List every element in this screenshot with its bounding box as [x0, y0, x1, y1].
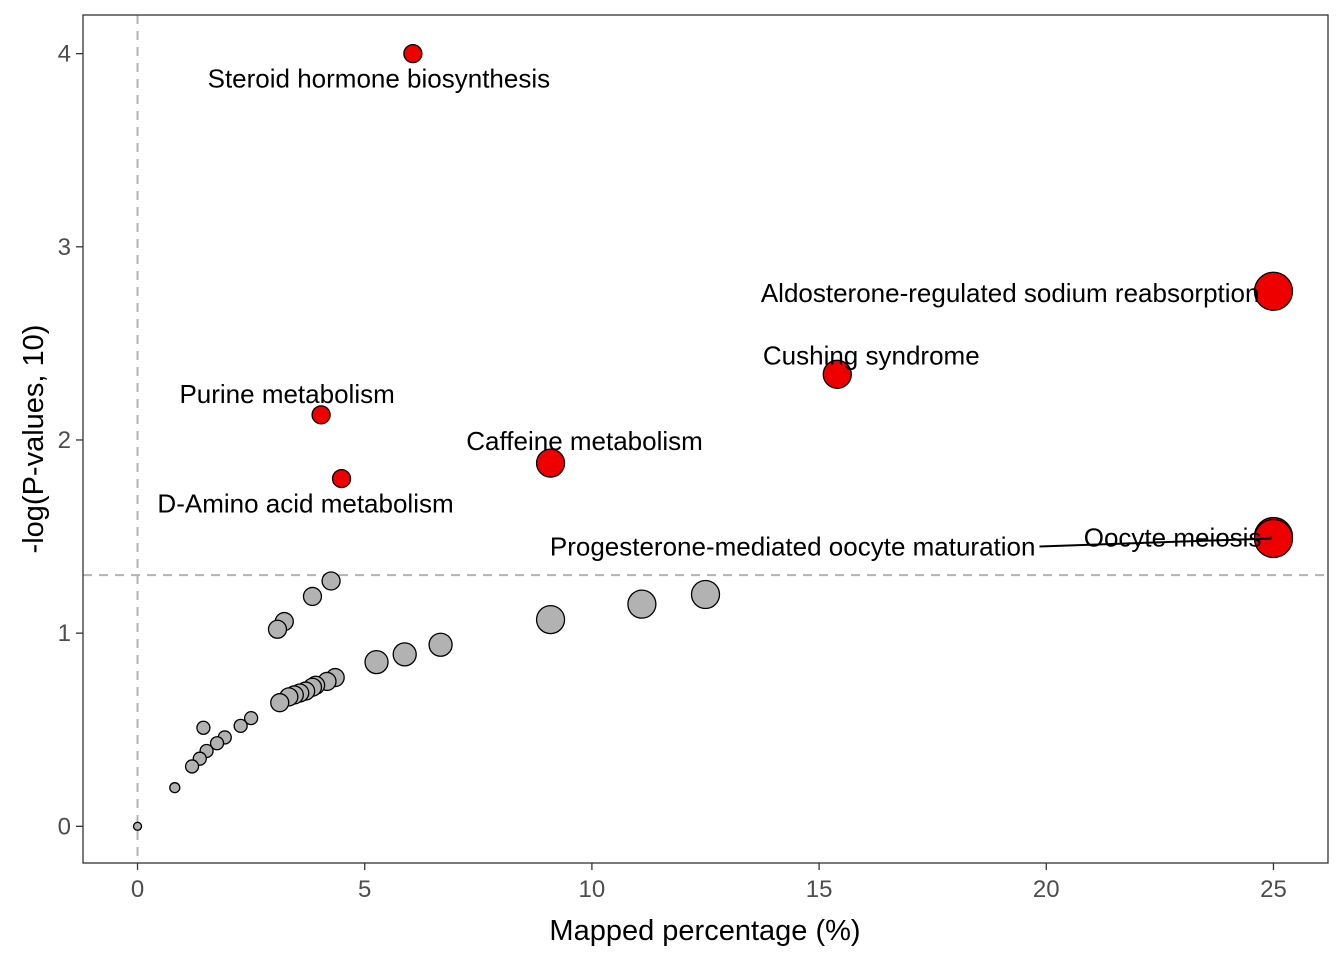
significant-point — [535, 448, 566, 478]
point-labels: Steroid hormone biosynthesis Aldosterone-… — [157, 64, 1273, 561]
point-label: Oocyte meiosis — [1084, 523, 1262, 553]
x-tick-label: 0 — [131, 876, 144, 903]
x-tick-label: 25 — [1260, 876, 1287, 903]
nonsignificant-point — [169, 782, 181, 794]
nonsignificant-point — [184, 759, 200, 774]
significant-point — [822, 359, 852, 389]
point-label: D-Amino acid metabolism — [157, 489, 453, 519]
nonsignificant-point — [209, 736, 225, 751]
y-tick-label: 2 — [58, 427, 71, 454]
nonsignificant-point — [302, 586, 323, 607]
nonsignificant-point — [428, 632, 453, 657]
nonsignificant-point — [321, 571, 341, 591]
nonsignificant-point — [243, 710, 259, 726]
data-points — [132, 43, 1294, 831]
x-tick-label: 10 — [579, 876, 606, 903]
significant-point — [311, 405, 331, 425]
significant-point — [331, 468, 352, 489]
nonsignificant-point — [535, 604, 566, 635]
x-tick-label: 15 — [806, 876, 833, 903]
y-tick-label: 0 — [58, 813, 71, 840]
y-axis-title: -log(P-values, 10) — [18, 325, 50, 554]
nonsignificant-point — [690, 579, 721, 610]
nonsignificant-point — [267, 619, 288, 639]
point-label: Caffeine metabolism — [466, 426, 703, 456]
y-tick-label: 1 — [58, 620, 71, 647]
nonsignificant-point — [627, 589, 657, 619]
axes: 0 5 10 15 20 25 0 1 2 3 4 — [58, 41, 1287, 903]
point-label: Progesterone-mediated oocyte maturation — [550, 531, 1036, 561]
nonsignificant-point — [132, 821, 143, 831]
nonsignificant-point — [270, 693, 290, 713]
x-tick-label: 5 — [358, 876, 371, 903]
x-axis-title: Mapped percentage (%) — [549, 915, 860, 947]
y-tick-label: 4 — [58, 41, 71, 68]
point-label: Steroid hormone biosynthesis — [208, 64, 551, 94]
nonsignificant-point — [364, 649, 389, 675]
x-tick-label: 20 — [1033, 876, 1060, 903]
point-label: Aldosterone-regulated sodium reabsorptio… — [761, 278, 1260, 308]
nonsignificant-point — [392, 642, 417, 667]
y-tick-label: 3 — [58, 234, 71, 261]
nonsignificant-point — [233, 718, 248, 734]
significant-point — [403, 43, 423, 64]
threshold-lines — [83, 15, 1328, 863]
significant-point — [1253, 271, 1294, 311]
label-leader-line — [1039, 537, 1272, 548]
plot-panel-border — [82, 14, 1329, 864]
nonsignificant-point — [196, 720, 211, 735]
point-label: Cushing syndrome — [763, 340, 980, 370]
point-label: Purine metabolism — [179, 379, 394, 409]
